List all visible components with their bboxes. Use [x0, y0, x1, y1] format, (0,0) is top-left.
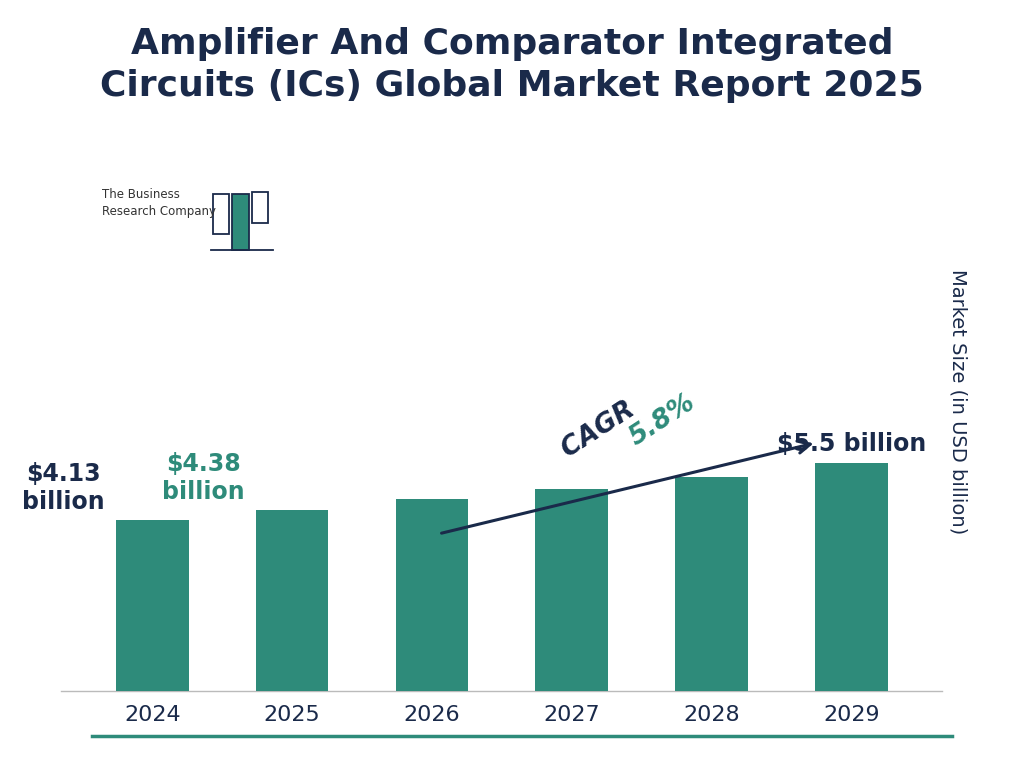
Text: Amplifier And Comparator Integrated
Circuits (ICs) Global Market Report 2025: Amplifier And Comparator Integrated Circ… [100, 27, 924, 103]
Text: The Business
Research Company: The Business Research Company [102, 188, 216, 218]
Y-axis label: Market Size (in USD billion): Market Size (in USD billion) [948, 269, 967, 534]
Text: $4.13
billion: $4.13 billion [23, 462, 104, 514]
Bar [815, 463, 888, 691]
Text: $4.38
billion: $4.38 billion [162, 452, 245, 504]
Text: $5.5 billion: $5.5 billion [776, 432, 926, 456]
Bar [116, 520, 188, 691]
Text: CAGR: CAGR [557, 392, 648, 463]
Bar [395, 499, 468, 691]
Bar [536, 488, 608, 691]
Bar [256, 510, 329, 691]
Text: 5.8%: 5.8% [625, 389, 700, 451]
Bar [675, 477, 748, 691]
